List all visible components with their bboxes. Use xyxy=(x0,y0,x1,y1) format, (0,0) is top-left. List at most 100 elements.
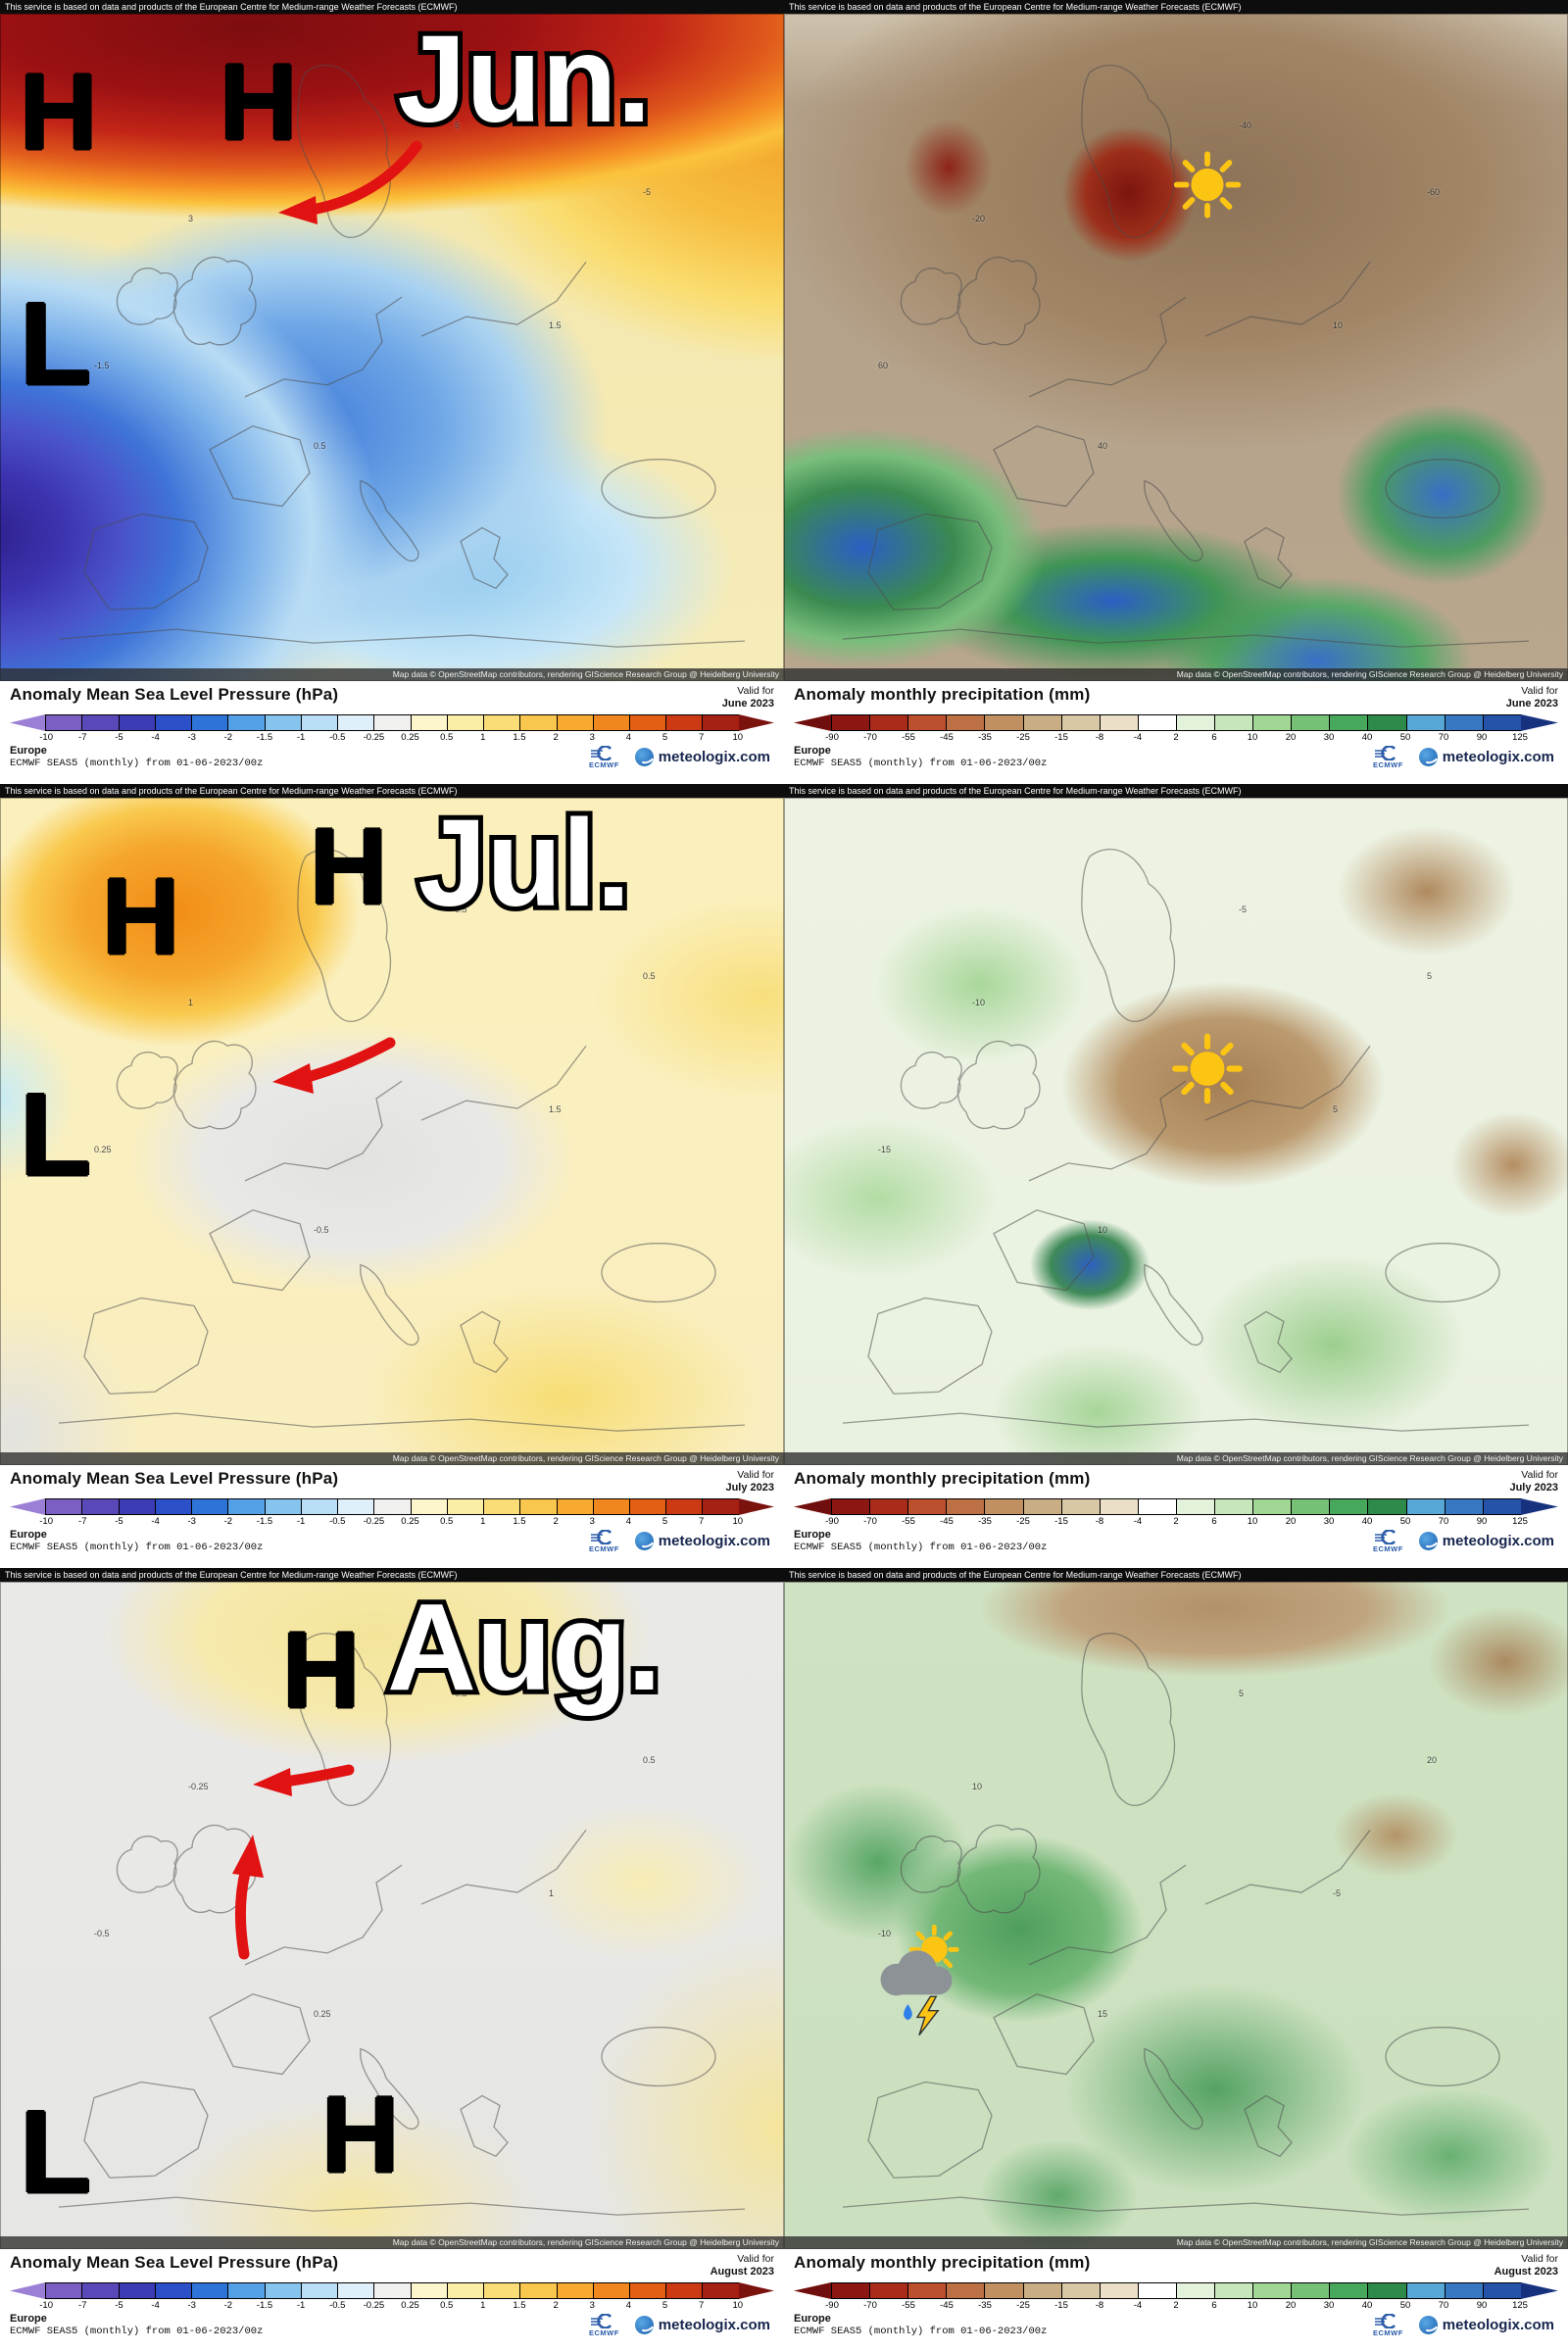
forecast-row-june: This service is based on data and produc… xyxy=(0,0,1568,784)
meteologix-logo[interactable]: meteologix.com xyxy=(1418,1532,1554,1550)
forecast-row-august: This service is based on data and produc… xyxy=(0,1568,1568,2352)
meteologix-label: meteologix.com xyxy=(658,2317,770,2333)
color-scale-labels: -10 -7 -5 -4 -3 -2 -1.5 -1 -0.5 -0.25 0.25 0.5 1 1.5 2… xyxy=(39,1516,744,1527)
valid-for: Valid for August 2023 xyxy=(710,2253,774,2279)
panel-august-pressure: This service is based on data and produc… xyxy=(0,1568,784,2352)
panel-title: Anomaly monthly precipitation (mm) xyxy=(794,685,1091,704)
contour-labels: -5 -10 5 10 -15 5 xyxy=(878,904,1433,1235)
meteologix-logo[interactable]: meteologix.com xyxy=(634,748,770,766)
panel-title: Anomaly Mean Sea Level Pressure (hPa) xyxy=(10,1469,339,1488)
high-pressure-marker: H xyxy=(220,42,298,164)
coastline xyxy=(842,64,1530,648)
service-bar: This service is based on data and produc… xyxy=(784,784,1568,798)
valid-for-prefix: Valid for xyxy=(1521,685,1558,697)
valid-for: Valid for July 2023 xyxy=(1509,1469,1558,1495)
color-scale-bar xyxy=(794,714,1558,731)
valid-for-month: August 2023 xyxy=(1494,2266,1558,2278)
color-scale-bar xyxy=(10,714,774,731)
color-scale-labels: -10 -7 -5 -4 -3 -2 -1.5 -1 -0.5 -0.25 0.25 0.5 1 1.5 2… xyxy=(39,732,744,743)
panel-info: Anomaly monthly precipitation (mm) Valid… xyxy=(784,2249,1568,2352)
valid-for-month: July 2023 xyxy=(725,1482,774,1494)
service-bar: This service is based on data and produc… xyxy=(784,1568,1568,1582)
valid-for-month: July 2023 xyxy=(1509,1482,1558,1494)
ecmwf-label: ECMWF xyxy=(588,760,619,769)
region-label: Europe xyxy=(10,2313,47,2325)
model-line: ECMWF SEAS5 (monthly) from 01-06-2023/00… xyxy=(10,758,264,769)
ecmwf-logo[interactable]: ECMWF xyxy=(588,1529,619,1553)
globe-icon xyxy=(634,748,654,766)
coastline xyxy=(58,64,746,648)
coastline xyxy=(842,848,1530,1432)
panel-info: Anomaly Mean Sea Level Pressure (hPa) Va… xyxy=(0,2249,784,2352)
panel-title: Anomaly Mean Sea Level Pressure (hPa) xyxy=(10,2253,339,2272)
ecmwf-logo[interactable]: ECMWF xyxy=(1373,745,1403,769)
valid-for-prefix: Valid for xyxy=(1521,2253,1558,2265)
map-june-pressure: 5 3 1.5 0.5 -1.5 -5 H H L Map data © OpenStre… xyxy=(0,14,784,681)
ecmwf-label: ECMWF xyxy=(588,1544,619,1553)
osm-attribution: Map data © OpenStreetMap contributors, r… xyxy=(784,668,1568,681)
globe-icon xyxy=(1418,1532,1438,1550)
region-label: Europe xyxy=(10,1529,47,1541)
panel-title: Anomaly Mean Sea Level Pressure (hPa) xyxy=(10,685,339,704)
ecmwf-logo[interactable]: ECMWF xyxy=(1372,1529,1403,1553)
ecmwf-icon xyxy=(591,745,612,760)
panel-august-precip: This service is based on data and produc… xyxy=(784,1568,1568,2352)
high-pressure-marker: H xyxy=(321,2074,400,2195)
color-scale-labels: -10 -7 -5 -4 -3 -2 -1.5 -1 -0.5 -0.25 0.25 0.5 1 1.5 2… xyxy=(39,2300,744,2311)
color-scale-labels: -90 -70 -55 -45 -35 -25 -15 -8 -4 2 6 10 20 30 40 50 70 9… xyxy=(825,732,1528,743)
ecmwf-logo[interactable]: ECMWF xyxy=(1373,2313,1403,2337)
meteologix-logo[interactable]: meteologix.com xyxy=(634,1532,770,1550)
ecmwf-icon xyxy=(1375,2313,1396,2328)
region-label: Europe xyxy=(794,2313,831,2325)
map-august-precip: 5 10 -5 15 -10 20 xyxy=(784,1582,1568,2249)
service-bar-text: This service is based on data and produc… xyxy=(5,1570,458,1580)
sun-cloud-storm-icon xyxy=(860,1921,974,2043)
ecmwf-label: ECMWF xyxy=(1372,1544,1403,1553)
service-bar-text: This service is based on data and produc… xyxy=(789,2,1242,12)
map-august-pressure: 0.5 -0.25 1 0.25 -0.5 0.5 H H L Map data © Op… xyxy=(0,1582,784,2249)
valid-for-prefix: Valid for xyxy=(737,2253,774,2265)
panel-info: Anomaly Mean Sea Level Pressure (hPa) Va… xyxy=(0,681,784,784)
valid-for: Valid for June 2023 xyxy=(1506,685,1558,711)
ecmwf-logo[interactable]: ECMWF xyxy=(588,745,619,769)
globe-icon xyxy=(1418,2316,1438,2334)
service-bar-text: This service is based on data and produc… xyxy=(789,786,1242,796)
contour-labels: -40 -20 10 40 60 -60 xyxy=(878,120,1441,451)
model-line: ECMWF SEAS5 (monthly) from 01-06-2023/00… xyxy=(10,1542,264,1553)
osm-attribution: Map data © OpenStreetMap contributors, r… xyxy=(0,668,784,681)
ecmwf-logo[interactable]: ECMWF xyxy=(588,2313,619,2337)
ecmwf-icon xyxy=(591,2313,612,2328)
valid-for: Valid for June 2023 xyxy=(722,685,774,711)
service-bar: This service is based on data and produc… xyxy=(0,784,784,798)
wind-flow-arrow xyxy=(278,140,422,224)
panel-july-pressure: This service is based on data and produc… xyxy=(0,784,784,1568)
service-bar: This service is based on data and produc… xyxy=(0,0,784,14)
valid-for: Valid for July 2023 xyxy=(725,1469,774,1495)
meteologix-logo[interactable]: meteologix.com xyxy=(634,2316,770,2334)
panel-title: Anomaly monthly precipitation (mm) xyxy=(794,1469,1091,1488)
osm-attribution: Map data © OpenStreetMap contributors, r… xyxy=(784,2236,1568,2249)
service-bar: This service is based on data and produc… xyxy=(784,0,1568,14)
meteologix-logo[interactable]: meteologix.com xyxy=(1418,748,1554,766)
coastline xyxy=(842,1632,1530,2216)
meteologix-logo[interactable]: meteologix.com xyxy=(1418,2316,1554,2334)
meteologix-label: meteologix.com xyxy=(1442,2317,1554,2333)
color-scale-bar xyxy=(10,2282,774,2299)
color-scale-precip: -90 -70 -55 -45 -35 -25 -15 -8 -4 2 6 10 20 30 40 50 70 9… xyxy=(794,1498,1558,1527)
valid-for-month: June 2023 xyxy=(1505,698,1558,710)
ecmwf-label: ECMWF xyxy=(588,2328,619,2337)
ecmwf-icon xyxy=(1375,1529,1396,1544)
osm-attribution: Map data © OpenStreetMap contributors, r… xyxy=(0,1452,784,1465)
valid-for-prefix: Valid for xyxy=(737,685,774,697)
color-scale-bar xyxy=(10,1498,774,1515)
color-scale-pressure: -10 -7 -5 -4 -3 -2 -1.5 -1 -0.5 -0.25 0.25 0.5 1 1.5 2… xyxy=(10,714,774,743)
globe-icon xyxy=(1418,748,1438,766)
valid-for-prefix: Valid for xyxy=(737,1469,774,1481)
region-label: Europe xyxy=(794,1529,831,1541)
valid-for-month: June 2023 xyxy=(721,698,774,710)
model-line: ECMWF SEAS5 (monthly) from 01-06-2023/00… xyxy=(794,2326,1048,2337)
color-scale-labels: -90 -70 -55 -45 -35 -25 -15 -8 -4 2 6 10 20 30 40 50 70 9… xyxy=(825,1516,1528,1527)
color-scale-bar xyxy=(794,1498,1558,1515)
meteologix-label: meteologix.com xyxy=(658,749,770,765)
